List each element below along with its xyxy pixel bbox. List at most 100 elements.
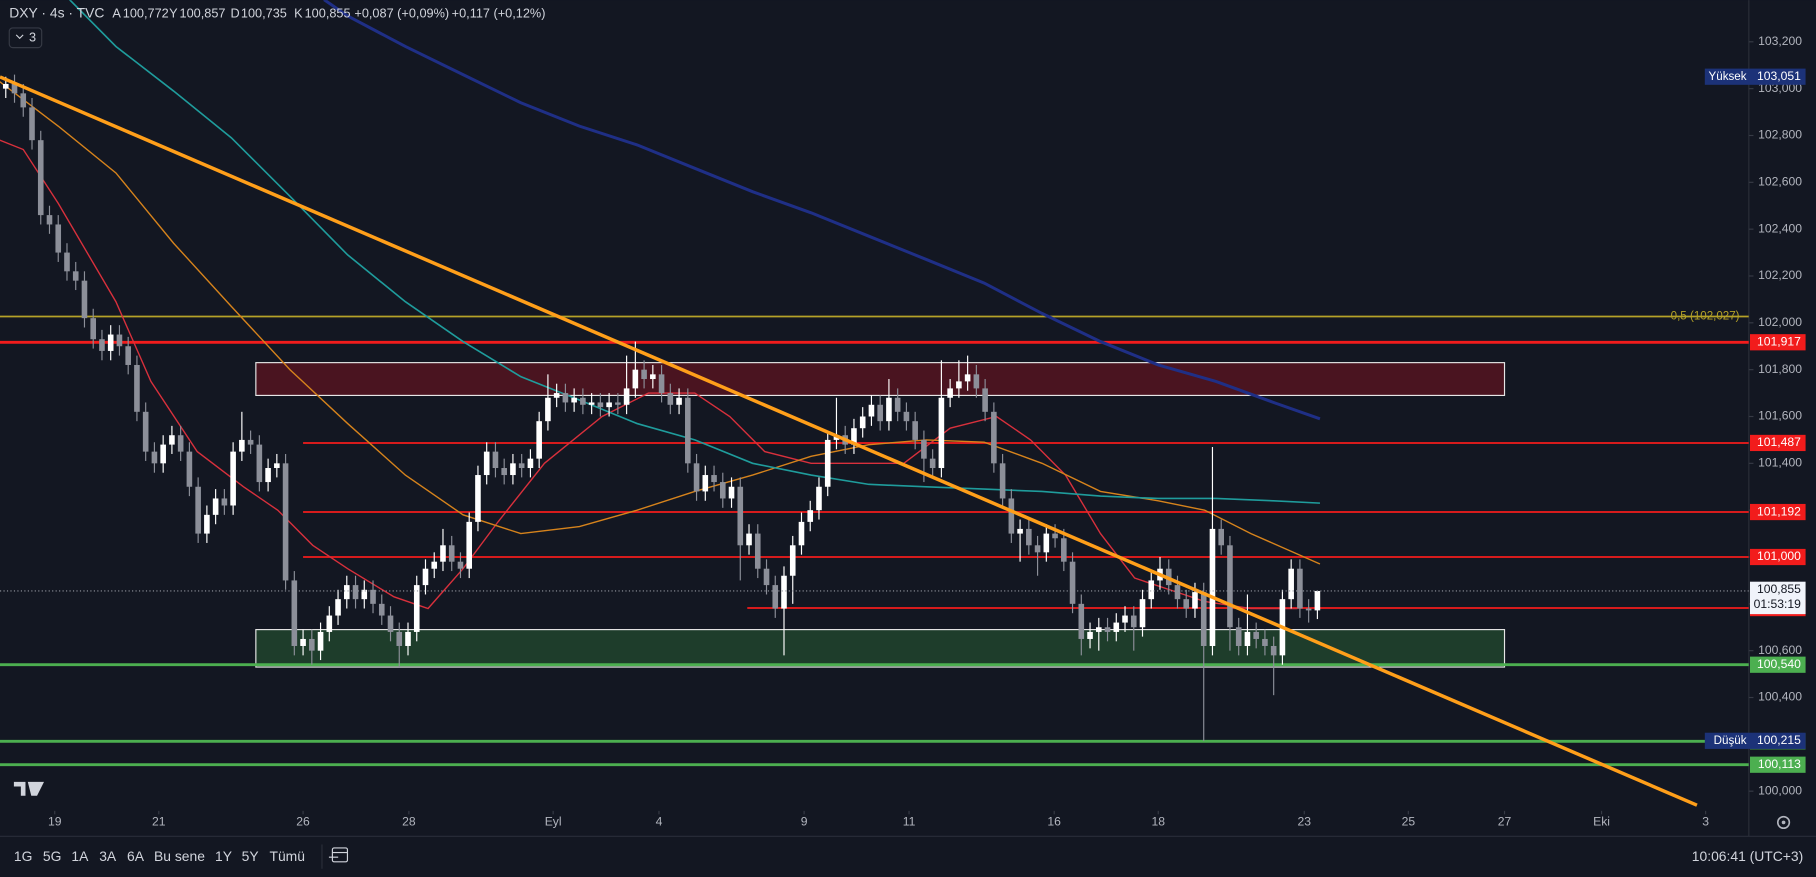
x-tick-label: 27 (1498, 815, 1512, 829)
x-tick-label: 19 (48, 815, 62, 829)
candle-body (868, 404, 875, 417)
candle-body (405, 631, 411, 646)
range-button[interactable]: 1G (14, 848, 33, 864)
candle-body (466, 521, 473, 569)
x-tick-label: 23 (1298, 815, 1312, 829)
candle-body (361, 589, 368, 600)
indicator-toggle[interactable]: 3 (8, 27, 43, 49)
range-button[interactable]: Tümü (269, 848, 304, 864)
candle-body (309, 638, 315, 651)
candle-body (99, 339, 105, 351)
candle-body (545, 397, 551, 422)
candle-body (1200, 592, 1207, 646)
candle-body (772, 585, 779, 609)
candle-body (702, 475, 709, 492)
x-tick-label: 28 (402, 815, 416, 829)
candle-body (230, 451, 236, 506)
candle-body (1095, 627, 1102, 632)
last-price-tag (1749, 581, 1806, 615)
range-button[interactable]: 1Y (215, 848, 232, 864)
range-button[interactable]: Bu sene (154, 848, 205, 864)
candle-body (1270, 645, 1277, 656)
level-tag (1749, 334, 1806, 351)
candle-body (1288, 568, 1294, 600)
candle-body (116, 334, 123, 347)
y-tick-label: 101,800 (1758, 362, 1802, 376)
candle-body (798, 521, 805, 546)
candle-body (125, 346, 131, 365)
candle-body (650, 374, 656, 380)
candle-body (1087, 631, 1093, 639)
candle-body (615, 402, 621, 405)
trendline (0, 75, 1698, 807)
candle-body (492, 451, 499, 469)
candle-body (396, 631, 403, 646)
y-tick-label: 102,800 (1758, 128, 1802, 142)
candle-body (335, 599, 341, 616)
range-button[interactable]: 3A (99, 848, 117, 864)
range-button[interactable]: 5G (43, 848, 62, 864)
ohlc-key: Y (169, 5, 178, 20)
candle-body (667, 393, 674, 405)
range-button[interactable]: 1A (71, 848, 89, 864)
candle-body (956, 381, 962, 389)
candle-body (1113, 622, 1120, 632)
indicator-count: 3 (29, 30, 36, 45)
range-button[interactable]: 5Y (242, 848, 259, 864)
x-tick-label: 3 (1702, 815, 1709, 829)
candle-body (483, 451, 490, 476)
level-tag-label: 101,000 (1757, 549, 1801, 563)
candle-body (282, 463, 289, 581)
candle-body (1017, 528, 1023, 534)
candle-body (719, 482, 726, 499)
candle-body (1218, 528, 1225, 546)
axes: 100,000100,200100,400100,600100,800101,0… (48, 34, 1806, 829)
level-tag-label: 101,917 (1757, 334, 1801, 348)
moving-average (323, 0, 1321, 421)
moving-average (69, 0, 1320, 504)
extreme-tag (1704, 732, 1806, 749)
countdown-label: 01:53:19 (1754, 597, 1802, 611)
x-tick-label: Eyl (545, 815, 562, 829)
candle-body (247, 439, 254, 445)
candle-body (746, 533, 752, 546)
candle-body (588, 402, 595, 405)
candle-body (938, 397, 945, 469)
change-ext: +0,117 (+0,12%) (452, 5, 546, 20)
candle-body (982, 388, 988, 412)
candle-body (291, 580, 298, 646)
candle-body (81, 280, 88, 319)
candle-body (789, 545, 796, 576)
candle-body (431, 561, 438, 569)
candle-body (160, 444, 166, 464)
candle-body (1314, 590, 1321, 611)
candle-body (212, 498, 219, 515)
candle-body (29, 107, 35, 141)
level-tag-label: 100,540 (1757, 657, 1801, 671)
y-tick-label: 100,000 (1758, 783, 1802, 797)
candle-body (501, 468, 507, 476)
ohlc-key: D (230, 5, 239, 20)
candle-body (204, 514, 210, 534)
candle-body (553, 393, 560, 398)
x-tick-label: 18 (1151, 815, 1165, 829)
candle-body (11, 83, 18, 94)
candle-body (693, 463, 700, 492)
candle-body (877, 404, 883, 422)
candle-body (1043, 533, 1050, 553)
tv-logo (13, 781, 45, 796)
candle-body (239, 439, 245, 452)
ohlc-value: 100,735 (241, 5, 287, 20)
candle-body (1244, 631, 1251, 646)
candle-body (606, 402, 612, 408)
symbol: DXY · 4s · TVC (9, 5, 104, 21)
candle-body (387, 615, 394, 632)
x-tick-label: 21 (152, 815, 166, 829)
candle-body (1148, 580, 1155, 600)
candle-body (142, 411, 149, 452)
settings-icon[interactable] (1776, 815, 1791, 830)
date-range-icon[interactable] (328, 847, 349, 863)
range-button[interactable]: 6A (127, 848, 145, 864)
y-tick-label: 102,200 (1758, 268, 1802, 282)
